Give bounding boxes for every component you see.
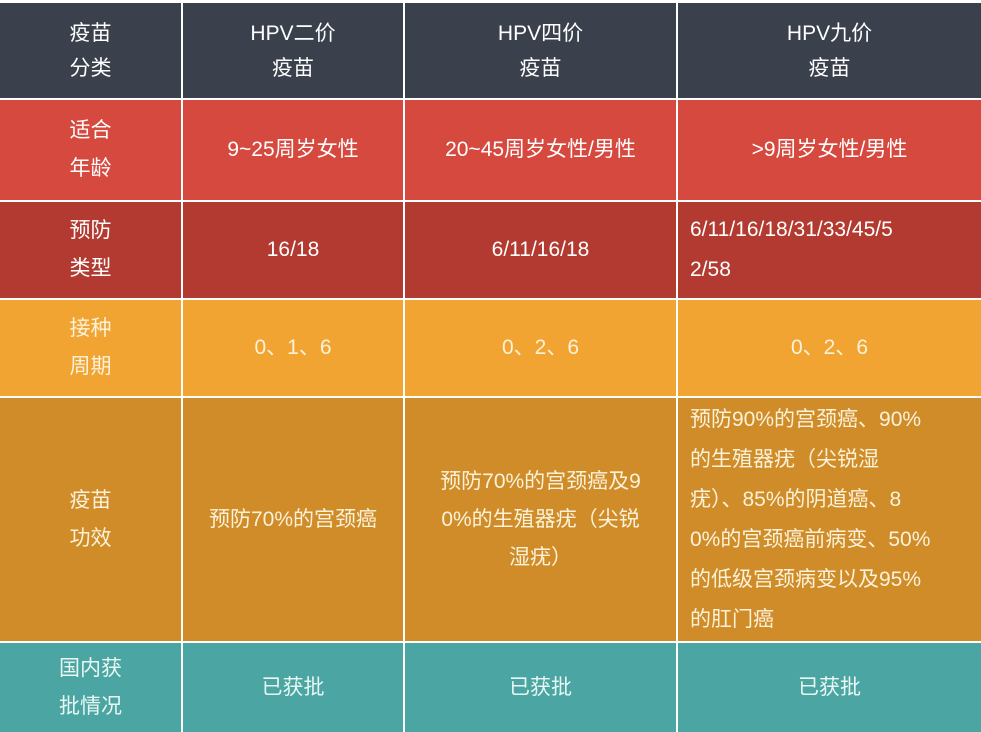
cell-efficacy-bivalent: 预防70%的宫颈癌 xyxy=(183,398,405,643)
header-cell-hpv-nonavalent: HPV九价 疫苗 xyxy=(678,3,981,100)
cell-age-bivalent: 9~25周岁女性 xyxy=(183,100,405,202)
cell-approval-bivalent: 已获批 xyxy=(183,643,405,732)
row-label-vaccine-efficacy: 疫苗 功效 xyxy=(0,398,183,643)
cell-approval-nonavalent: 已获批 xyxy=(678,643,981,732)
cell-age-nonavalent: >9周岁女性/男性 xyxy=(678,100,981,202)
cell-type-quadrivalent: 6/11/16/18 xyxy=(405,202,678,300)
cell-cycle-bivalent: 0、1、6 xyxy=(183,300,405,398)
header-cell-hpv-bivalent: HPV二价 疫苗 xyxy=(183,3,405,100)
row-label-domestic-approval: 国内获 批情况 xyxy=(0,643,183,732)
cell-efficacy-nonavalent: 预防90%的宫颈癌、90% 的生殖器疣（尖锐湿 疣）、85%的阴道癌、8 0%的… xyxy=(678,398,981,643)
cell-cycle-quadrivalent: 0、2、6 xyxy=(405,300,678,398)
cell-age-quadrivalent: 20~45周岁女性/男性 xyxy=(405,100,678,202)
cell-type-nonavalent: 6/11/16/18/31/33/45/5 2/58 xyxy=(678,202,981,300)
row-label-vaccination-cycle: 接种 周期 xyxy=(0,300,183,398)
header-cell-hpv-quadrivalent: HPV四价 疫苗 xyxy=(405,3,678,100)
corner-cell-vaccine-category: 疫苗 分类 xyxy=(0,3,183,100)
row-label-prevention-type: 预防 类型 xyxy=(0,202,183,300)
cell-cycle-nonavalent: 0、2、6 xyxy=(678,300,981,398)
row-label-suitable-age: 适合 年龄 xyxy=(0,100,183,202)
cell-type-bivalent: 16/18 xyxy=(183,202,405,300)
cell-efficacy-quadrivalent: 预防70%的宫颈癌及9 0%的生殖器疣（尖锐 湿疣） xyxy=(405,398,678,643)
cell-approval-quadrivalent: 已获批 xyxy=(405,643,678,732)
